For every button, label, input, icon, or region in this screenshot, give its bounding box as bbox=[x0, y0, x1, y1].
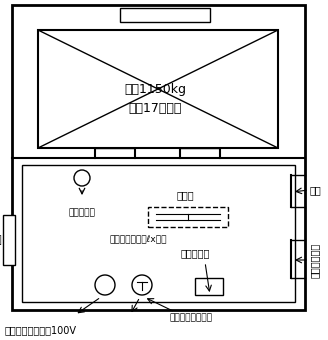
Text: 非常運転灯: 非常運転灯 bbox=[69, 208, 95, 217]
Bar bbox=[120, 8, 210, 22]
Text: 非常灯: 非常灯 bbox=[176, 190, 194, 200]
Bar bbox=[195, 278, 223, 295]
Text: 屋内消火栓: 屋内消火栓 bbox=[180, 248, 210, 258]
Bar bbox=[38, 30, 278, 148]
Text: 連結送水管放水口: 連結送水管放水口 bbox=[170, 313, 213, 323]
Text: 定員17名以上: 定員17名以上 bbox=[128, 102, 182, 115]
Circle shape bbox=[74, 170, 90, 186]
Text: 非常用コンセント100V: 非常用コンセント100V bbox=[5, 325, 77, 335]
Circle shape bbox=[95, 275, 115, 295]
Text: 特定防火設備: 特定防火設備 bbox=[310, 242, 320, 278]
Bar bbox=[148, 207, 228, 227]
Circle shape bbox=[132, 275, 152, 295]
Text: 積較1150kg: 積較1150kg bbox=[124, 84, 186, 97]
Text: 標識: 標識 bbox=[310, 185, 322, 195]
Bar bbox=[12, 5, 305, 310]
Text: 窓: 窓 bbox=[0, 235, 1, 245]
Bar bbox=[180, 141, 220, 148]
Text: 照度：床前面１ℓx以上: 照度：床前面１ℓx以上 bbox=[110, 236, 168, 244]
Bar bbox=[3, 215, 15, 265]
Bar bbox=[95, 141, 135, 148]
Bar bbox=[22, 165, 295, 302]
